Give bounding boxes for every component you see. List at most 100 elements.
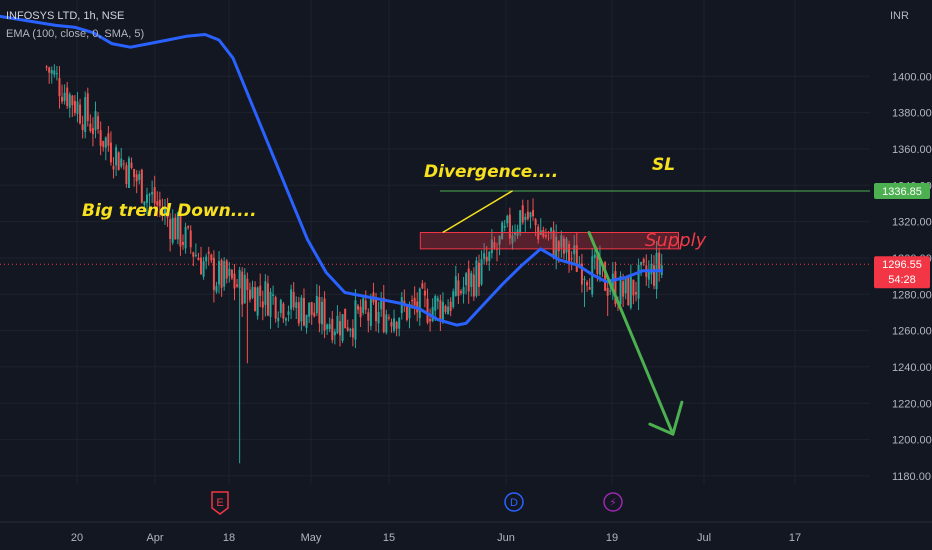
candle-body <box>619 275 622 305</box>
candle-body <box>341 314 344 341</box>
candle-body <box>243 274 246 304</box>
candle-body <box>385 314 388 333</box>
candle-body <box>418 288 421 318</box>
candle-body <box>339 321 342 336</box>
candle-body <box>130 162 133 169</box>
candle-body <box>532 210 535 217</box>
candle-body <box>122 163 125 165</box>
time-axis[interactable]: 20 Apr 18 May 15 Jun 19 Jul 17 <box>0 521 932 544</box>
candle-body <box>506 215 509 224</box>
down-arrow-head <box>648 400 684 436</box>
candle-body <box>588 287 591 290</box>
candle-body <box>629 276 632 308</box>
candle-body <box>375 299 378 322</box>
candle-body <box>220 260 223 288</box>
candle-body <box>411 299 414 301</box>
candle-body <box>112 166 115 170</box>
price-axis[interactable]: 1400.001380.001360.001340.001320.001300.… <box>872 0 932 550</box>
candle-body <box>436 298 439 302</box>
price-tick-label: 1380.00 <box>892 108 932 120</box>
candle-body <box>382 297 385 332</box>
candle-body <box>115 147 118 166</box>
candle-body <box>194 254 197 257</box>
candle-body <box>357 305 360 310</box>
candle-body <box>550 227 553 232</box>
candle-body <box>359 306 362 318</box>
candle-body <box>133 168 136 178</box>
candle-body <box>256 287 259 316</box>
annotation-trend[interactable]: Big trend Down.... <box>82 201 257 221</box>
candle-body <box>405 305 408 320</box>
candle-body <box>254 287 257 312</box>
dividend-icon <box>504 492 524 512</box>
time-tick-label: 19 <box>606 532 618 544</box>
candle-body <box>143 201 146 205</box>
candle-body <box>169 219 172 239</box>
candle-body <box>490 239 493 254</box>
candle-body <box>171 217 174 243</box>
indicator-legend[interactable]: EMA (100, close, 0, SMA, 5) <box>6 28 145 40</box>
price-tick-label: 1240.00 <box>892 362 932 374</box>
candle-body <box>331 318 334 341</box>
candle-body <box>555 236 558 258</box>
price-tick-label: 1200.00 <box>892 435 932 447</box>
candle-body <box>562 238 565 254</box>
last-price-badge-bg <box>874 256 930 289</box>
candle-body <box>99 130 102 146</box>
annotation-divergence[interactable]: Divergence.... <box>424 162 559 182</box>
candle-body <box>48 67 51 73</box>
candle-body <box>246 278 249 290</box>
candle-body <box>457 280 460 296</box>
price-tick-label: 1220.00 <box>892 398 932 410</box>
dividend-marker[interactable]: D <box>504 492 524 512</box>
candle-body <box>521 205 524 223</box>
candle-body <box>544 235 547 237</box>
candle-body <box>429 318 432 322</box>
candle-body <box>431 306 434 321</box>
candle-body <box>161 211 164 214</box>
split-label: ⚡ <box>609 496 617 509</box>
candle-body <box>89 123 92 132</box>
candle-body <box>238 270 241 289</box>
symbol-title[interactable]: INFOSYS LTD, 1h, NSE <box>6 10 125 22</box>
annotation-supply[interactable]: Supply <box>645 230 707 251</box>
price-tick-label: 1400.00 <box>892 71 932 83</box>
candle-body <box>485 256 488 262</box>
candle-body <box>148 194 151 196</box>
candle-body <box>622 281 625 297</box>
earnings-marker[interactable]: E <box>211 491 229 515</box>
candle-body <box>284 318 287 321</box>
candle-body <box>228 268 231 276</box>
candle-body <box>290 289 293 310</box>
candle-body <box>102 140 105 148</box>
candle-body <box>125 165 128 184</box>
candle-body <box>398 318 401 329</box>
event-markers[interactable]: E D ⚡ <box>211 491 623 515</box>
candle-body <box>207 251 210 254</box>
candle-body <box>467 268 470 292</box>
candle-body <box>583 278 586 280</box>
candle-body <box>336 315 339 333</box>
candle-body <box>439 300 442 320</box>
candle-body <box>367 312 370 321</box>
candle-body <box>140 169 143 203</box>
candle-body <box>79 104 82 124</box>
split-marker[interactable]: ⚡ <box>603 492 623 512</box>
price-tick-label: 1280.00 <box>892 289 932 301</box>
candle-body <box>519 210 522 234</box>
candle-body <box>45 66 48 68</box>
candle-body <box>287 311 290 315</box>
candle-body <box>647 270 650 280</box>
candle-body <box>534 219 537 226</box>
candle-body <box>248 289 251 300</box>
candle-body <box>470 272 473 287</box>
annotation-sl[interactable]: SL <box>652 155 676 175</box>
candle-body <box>658 252 661 272</box>
countdown-badge: 54:28 <box>888 274 916 286</box>
candle-body <box>104 137 107 148</box>
candle-body <box>282 303 285 319</box>
price-tick-label: 1320.00 <box>892 217 932 229</box>
candle-body <box>300 297 303 322</box>
candle-body <box>465 273 468 286</box>
